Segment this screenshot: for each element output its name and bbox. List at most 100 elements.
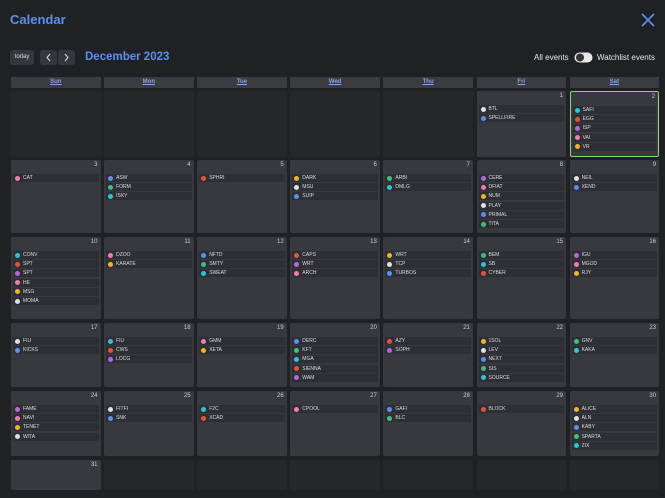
event-item[interactable]: TCP bbox=[385, 260, 471, 269]
event-item[interactable]: IGU bbox=[571, 251, 658, 259]
event-item[interactable]: BLOCK bbox=[478, 405, 564, 413]
day-cell[interactable]: 4 ASW FORM ISKY bbox=[104, 160, 194, 233]
event-item[interactable]: MGOD bbox=[571, 260, 658, 269]
event-item[interactable]: NEXT bbox=[478, 355, 564, 364]
day-cell[interactable]: 21 AZY SOPH bbox=[383, 323, 473, 387]
event-item[interactable]: TENET bbox=[13, 423, 99, 432]
event-item[interactable]: GMM bbox=[199, 337, 285, 345]
event-item[interactable]: GNV bbox=[571, 337, 658, 345]
event-item[interactable]: FIU bbox=[106, 337, 192, 345]
event-item[interactable]: SPELLFIRE bbox=[478, 114, 564, 123]
day-cell[interactable]: 9 NEIL XEND bbox=[569, 160, 660, 233]
event-item[interactable]: SWEAT bbox=[199, 269, 285, 278]
day-cell[interactable]: 11 DZOO KARATE bbox=[104, 237, 194, 319]
event-item[interactable]: VR bbox=[572, 142, 657, 151]
event-item[interactable]: NAVI bbox=[13, 414, 99, 423]
event-item[interactable]: CONV bbox=[13, 251, 99, 259]
day-cell[interactable]: 16 IGU MGOD RJY bbox=[569, 237, 660, 319]
weekday-header[interactable]: Mon bbox=[104, 77, 194, 88]
event-item[interactable]: DERC bbox=[292, 337, 378, 345]
event-item[interactable]: MSG bbox=[13, 287, 99, 296]
day-cell[interactable]: 18 FIU CWS LOCG bbox=[104, 323, 194, 387]
event-item[interactable]: F2C bbox=[199, 405, 285, 413]
event-item[interactable]: ALN bbox=[571, 414, 658, 423]
day-cell[interactable]: 20 DERC KFT MGA SIENNA WAM bbox=[290, 323, 380, 387]
event-item[interactable]: WITA bbox=[13, 432, 99, 441]
event-item[interactable]: SIS bbox=[478, 364, 564, 373]
event-item[interactable]: GAFI bbox=[385, 405, 471, 413]
event-item[interactable]: NEIL bbox=[571, 174, 658, 182]
event-item[interactable]: TURBOS bbox=[385, 269, 471, 278]
day-cell[interactable]: 17 FIU KICKS bbox=[11, 323, 101, 387]
event-item[interactable]: WRT bbox=[385, 251, 471, 259]
day-cell[interactable]: 3 CAT bbox=[11, 160, 101, 233]
event-item[interactable]: XEND bbox=[571, 183, 658, 192]
event-item[interactable]: 1SOL bbox=[478, 337, 564, 345]
toggle[interactable] bbox=[574, 52, 593, 63]
day-cell[interactable]: 8 CERE DFIAT NUM PLAY PRIMAL TITA bbox=[476, 160, 566, 233]
event-item[interactable]: XETA bbox=[199, 346, 285, 355]
event-item[interactable]: CWS bbox=[106, 346, 192, 355]
event-item[interactable]: CPOOL bbox=[292, 405, 378, 413]
day-cell[interactable]: 25 FITFI SNK bbox=[104, 391, 194, 456]
day-cell[interactable]: 19 GMM XETA bbox=[197, 323, 287, 387]
event-item[interactable]: ISP bbox=[572, 124, 657, 133]
next-button[interactable] bbox=[58, 50, 75, 65]
day-cell[interactable]: 26 F2C XCAD bbox=[197, 391, 287, 456]
day-cell[interactable]: 23 GNV KAKA bbox=[569, 323, 660, 387]
day-cell[interactable]: 5 SPHRI bbox=[197, 160, 287, 233]
event-item[interactable]: SOPH bbox=[385, 346, 471, 355]
close-button[interactable] bbox=[641, 13, 655, 27]
day-cell[interactable]: 10 CONV SPT SPT HE MSG MOMA bbox=[11, 237, 101, 319]
event-item[interactable]: MSU bbox=[292, 183, 378, 192]
event-item[interactable]: ISKY bbox=[106, 192, 192, 201]
event-item[interactable]: ALICE bbox=[571, 405, 658, 413]
event-item[interactable]: EGG bbox=[572, 115, 657, 124]
event-item[interactable]: KABY bbox=[571, 423, 658, 432]
day-cell[interactable]: 2 SAFI EGG ISP VAI VR bbox=[569, 91, 660, 157]
event-item[interactable]: SNK bbox=[106, 414, 192, 423]
event-item[interactable]: SB bbox=[478, 260, 564, 269]
event-item[interactable]: SUIP bbox=[292, 192, 378, 201]
event-item[interactable]: SPHRI bbox=[199, 174, 285, 182]
today-button[interactable]: today bbox=[10, 50, 34, 65]
event-item[interactable]: ARBI bbox=[385, 174, 471, 182]
event-item[interactable]: BTL bbox=[478, 105, 564, 113]
event-item[interactable]: CERE bbox=[478, 174, 564, 182]
day-cell[interactable]: 14 WRT TCP TURBOS bbox=[383, 237, 473, 319]
event-item[interactable]: ASW bbox=[106, 174, 192, 182]
event-item[interactable]: BLC bbox=[385, 414, 471, 423]
event-item[interactable]: TITA bbox=[478, 220, 564, 228]
event-item[interactable]: CAT bbox=[13, 174, 99, 182]
event-item[interactable]: DFIAT bbox=[478, 183, 564, 192]
weekday-header[interactable]: Fri bbox=[476, 77, 566, 88]
event-item[interactable]: AZY bbox=[385, 337, 471, 345]
event-item[interactable]: ZIX bbox=[571, 441, 658, 450]
prev-button[interactable] bbox=[40, 50, 57, 65]
event-item[interactable]: SPT bbox=[13, 269, 99, 278]
event-item[interactable]: KAKA bbox=[571, 346, 658, 355]
event-item[interactable]: VAI bbox=[572, 133, 657, 142]
event-item[interactable]: NFTD bbox=[199, 251, 285, 259]
weekday-header[interactable]: Sat bbox=[569, 77, 660, 88]
event-item[interactable]: SOURCE bbox=[478, 373, 564, 382]
event-item[interactable]: PRIMAL bbox=[478, 210, 564, 219]
day-cell[interactable]: 31 bbox=[11, 460, 101, 490]
event-item[interactable]: ARCH bbox=[292, 269, 378, 278]
weekday-header[interactable]: Tue bbox=[197, 77, 287, 88]
day-cell[interactable]: 22 1SOL LEV NEXT SIS SOURCE bbox=[476, 323, 566, 387]
day-cell[interactable]: 7 ARBI DMLG bbox=[383, 160, 473, 233]
event-item[interactable]: FORM bbox=[106, 183, 192, 192]
event-item[interactable]: NUM bbox=[478, 192, 564, 201]
event-item[interactable]: LOCG bbox=[106, 355, 192, 364]
event-item[interactable]: MOMA bbox=[13, 297, 99, 305]
event-item[interactable]: CAPS bbox=[292, 251, 378, 259]
day-cell[interactable]: 30 ALICE ALN KABY SPARTA ZIX bbox=[569, 391, 660, 456]
day-cell[interactable]: 24 FAME NAVI TENET WITA bbox=[11, 391, 101, 456]
event-item[interactable]: BEM bbox=[478, 251, 564, 259]
event-item[interactable]: SIENNA bbox=[292, 364, 378, 373]
event-item[interactable]: LEV bbox=[478, 346, 564, 355]
day-cell[interactable]: 27 CPOOL bbox=[290, 391, 380, 456]
day-cell[interactable]: 6 DARK MSU SUIP bbox=[290, 160, 380, 233]
event-item[interactable]: PLAY bbox=[478, 201, 564, 210]
